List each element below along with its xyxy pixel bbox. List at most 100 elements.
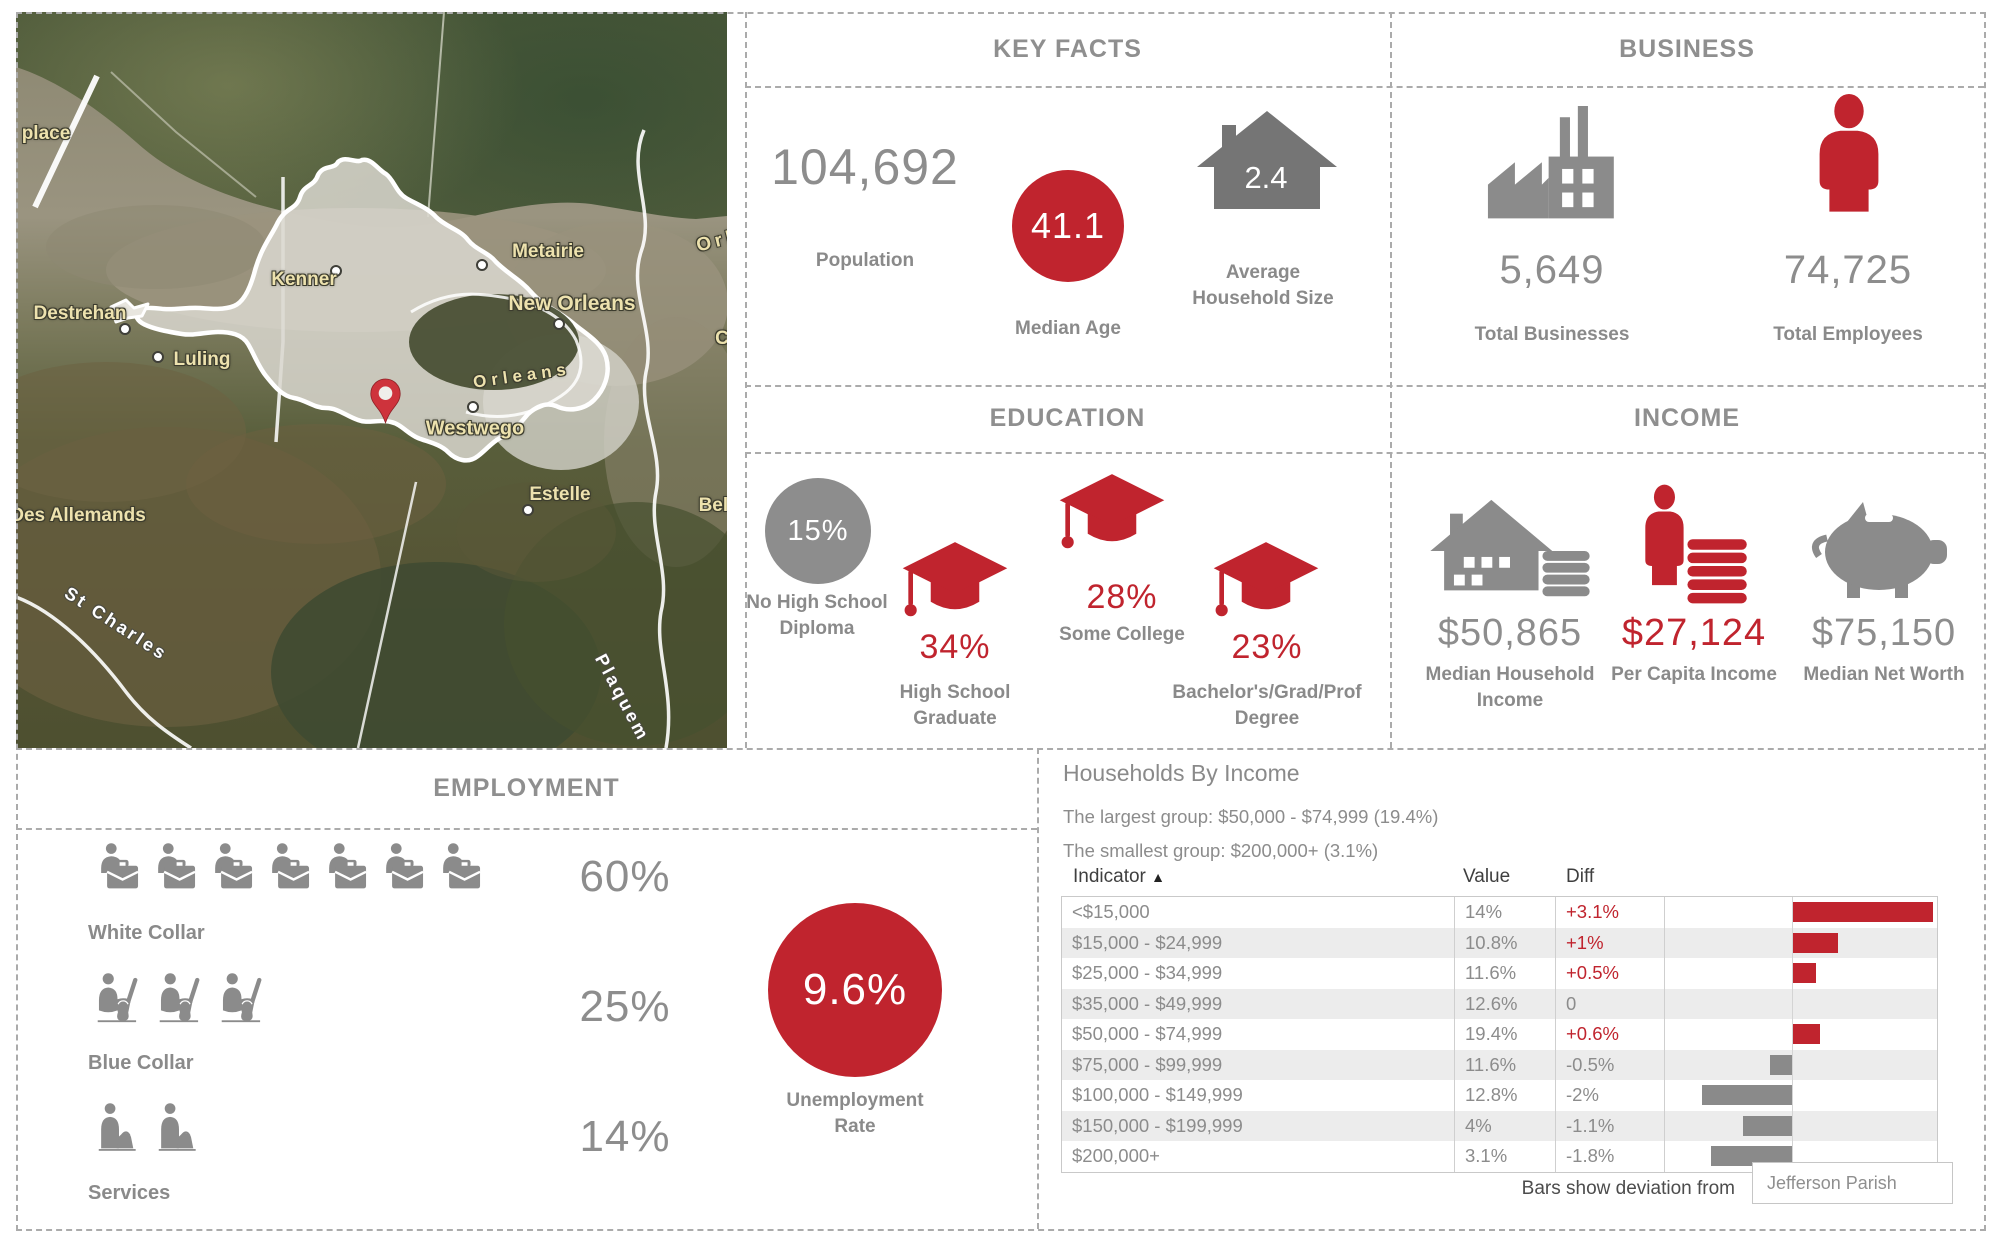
- deviation-bar-cell: [1664, 1110, 1935, 1141]
- white-collar-value: 60%: [579, 852, 671, 901]
- map-dot-kenner: [330, 265, 342, 277]
- map-dot-luling: [152, 351, 164, 363]
- row-diff: 0: [1555, 988, 1664, 1019]
- grad-cap-icon: [1210, 540, 1322, 630]
- row-value: 10.8%: [1454, 927, 1555, 958]
- row-indicator: $15,000 - $24,999: [1072, 931, 1223, 953]
- sort-ascending-icon: ▲: [1151, 869, 1166, 885]
- services-value: 14%: [579, 1112, 671, 1161]
- deviation-bar: [1793, 932, 1838, 953]
- table-row: $75,000 - $99,999 11.6% -0.5%: [1062, 1049, 1937, 1080]
- table-row: $50,000 - $74,999 19.4% +0.6%: [1062, 1019, 1937, 1050]
- divider-mid-row: [745, 385, 1984, 387]
- services-person-icon: [95, 1102, 143, 1152]
- map-label-estelle: Estelle: [529, 484, 591, 505]
- row-indicator: <$15,000: [1072, 901, 1150, 922]
- white-collar-person-icon: [152, 842, 200, 892]
- grad-cap-icon: [899, 540, 1011, 630]
- per-capita-income-label: Per Capita Income: [1611, 664, 1777, 685]
- deviation-bar-cell: [1664, 958, 1935, 989]
- median-household-income-label: Median Household Income: [1425, 664, 1595, 711]
- map-label-place: place: [21, 123, 71, 144]
- map-dot-metairie: [476, 259, 488, 271]
- unemployment-rate-label: Unemployment Rate: [786, 1090, 924, 1137]
- no-diploma-circle: 15%: [765, 478, 871, 584]
- total-employees-value: 74,725: [1783, 248, 1913, 292]
- avg-household-size-label: Average Household Size: [1192, 262, 1334, 309]
- white-collar-person-icon: [437, 842, 485, 892]
- map-label-bell-partial: Bell: [698, 495, 727, 516]
- row-indicator: $50,000 - $74,999: [1072, 1023, 1223, 1044]
- median-net-worth-label: Median Net Worth: [1803, 664, 1965, 685]
- column-header-diff[interactable]: Diff: [1566, 866, 1595, 887]
- piggy-bank-icon: [1811, 502, 1947, 598]
- map-label-destrehan: Destrehan: [33, 303, 127, 324]
- factory-icon: [1487, 106, 1614, 219]
- house-icon: [1197, 111, 1337, 209]
- key-facts-title: KEY FACTS: [993, 34, 1142, 63]
- total-businesses-value: 5,649: [1499, 248, 1605, 292]
- largest-group-text: The largest group: $50,000 - $74,999 (19…: [1063, 806, 1439, 827]
- white-collar-person-icon: [323, 842, 371, 892]
- hs-grad-value: 34%: [919, 628, 991, 666]
- column-header-value[interactable]: Value: [1463, 866, 1511, 887]
- map-label-kenner: Kenner: [271, 269, 337, 290]
- column-header-indicator[interactable]: Indicator ▲: [1073, 866, 1165, 888]
- house-coins-icon: [1430, 499, 1590, 597]
- divider-under-top-titles: [745, 86, 1984, 88]
- blue-collar-person-icon: [157, 972, 207, 1024]
- row-indicator: $35,000 - $49,999: [1072, 992, 1223, 1014]
- median-age-circle: 41.1: [1012, 170, 1124, 282]
- row-diff: -2%: [1555, 1080, 1664, 1111]
- blue-collar-value: 25%: [579, 982, 671, 1031]
- white-collar-person-icon: [95, 842, 143, 892]
- map-label-metairie: Metairie: [512, 241, 584, 262]
- unemployment-rate-circle: 9.6%: [768, 903, 942, 1077]
- grad-cap-icon: [1056, 472, 1168, 562]
- income-title: INCOME: [1634, 404, 1740, 432]
- row-value: 11.6%: [1454, 958, 1555, 989]
- total-businesses-label: Total Businesses: [1474, 324, 1630, 345]
- median-household-income-value: $50,865: [1437, 612, 1583, 654]
- median-age-label: Median Age: [1015, 318, 1121, 339]
- row-value: 11.6%: [1454, 1049, 1555, 1080]
- location-pin-icon: [370, 378, 401, 425]
- row-value: 19.4%: [1454, 1019, 1555, 1050]
- white-collar-label: White Collar: [88, 922, 205, 944]
- deviation-bar-cell: [1664, 988, 1935, 1019]
- divider-bottom-row: [16, 748, 1984, 750]
- deviation-bar: [1793, 902, 1933, 922]
- comparison-region-dropdown[interactable]: Jefferson Parish: [1752, 1162, 1953, 1204]
- bars-deviation-note: Bars show deviation from: [1521, 1178, 1735, 1199]
- row-value: 12.6%: [1454, 988, 1555, 1019]
- households-by-income-title: Households By Income: [1063, 760, 1300, 786]
- bachelor-label: Bachelor's/Grad/Prof Degree: [1172, 682, 1362, 729]
- business-title: BUSINESS: [1619, 34, 1755, 63]
- map-dot-estelle: [522, 504, 534, 516]
- table-row: $25,000 - $34,999 11.6% +0.5%: [1062, 958, 1937, 989]
- some-college-value: 28%: [1086, 578, 1158, 616]
- deviation-bar: [1793, 963, 1816, 983]
- map-dot-bell: [700, 499, 712, 511]
- row-indicator: $200,000+: [1072, 1145, 1160, 1166]
- row-diff: -1.1%: [1555, 1110, 1664, 1141]
- avg-household-size-value: 2.4: [1244, 160, 1288, 195]
- employee-person-icon: [1819, 93, 1879, 212]
- row-indicator: $25,000 - $34,999: [1072, 962, 1223, 983]
- deviation-bar-cell: [1664, 1141, 1935, 1172]
- table-row: $15,000 - $24,999 10.8% +1%: [1062, 927, 1937, 958]
- smallest-group-text: The smallest group: $200,000+ (3.1%): [1063, 840, 1379, 861]
- deviation-bar: [1702, 1085, 1792, 1105]
- population-value: 104,692: [771, 139, 959, 195]
- map-label-westwego: Westwego: [425, 417, 525, 440]
- population-label: Population: [815, 250, 915, 271]
- satellite-map[interactable]: place Destrehan Kenner Metairie New Orle…: [16, 12, 727, 748]
- map-label-c-partial: C: [715, 328, 727, 349]
- blue-collar-label: Blue Collar: [88, 1052, 194, 1074]
- map-dot-destrehan: [119, 323, 131, 335]
- bachelor-value: 23%: [1231, 628, 1303, 666]
- person-coins-icon: [1645, 484, 1747, 604]
- some-college-label: Some College: [1059, 624, 1185, 645]
- per-capita-income-value: $27,124: [1621, 612, 1767, 654]
